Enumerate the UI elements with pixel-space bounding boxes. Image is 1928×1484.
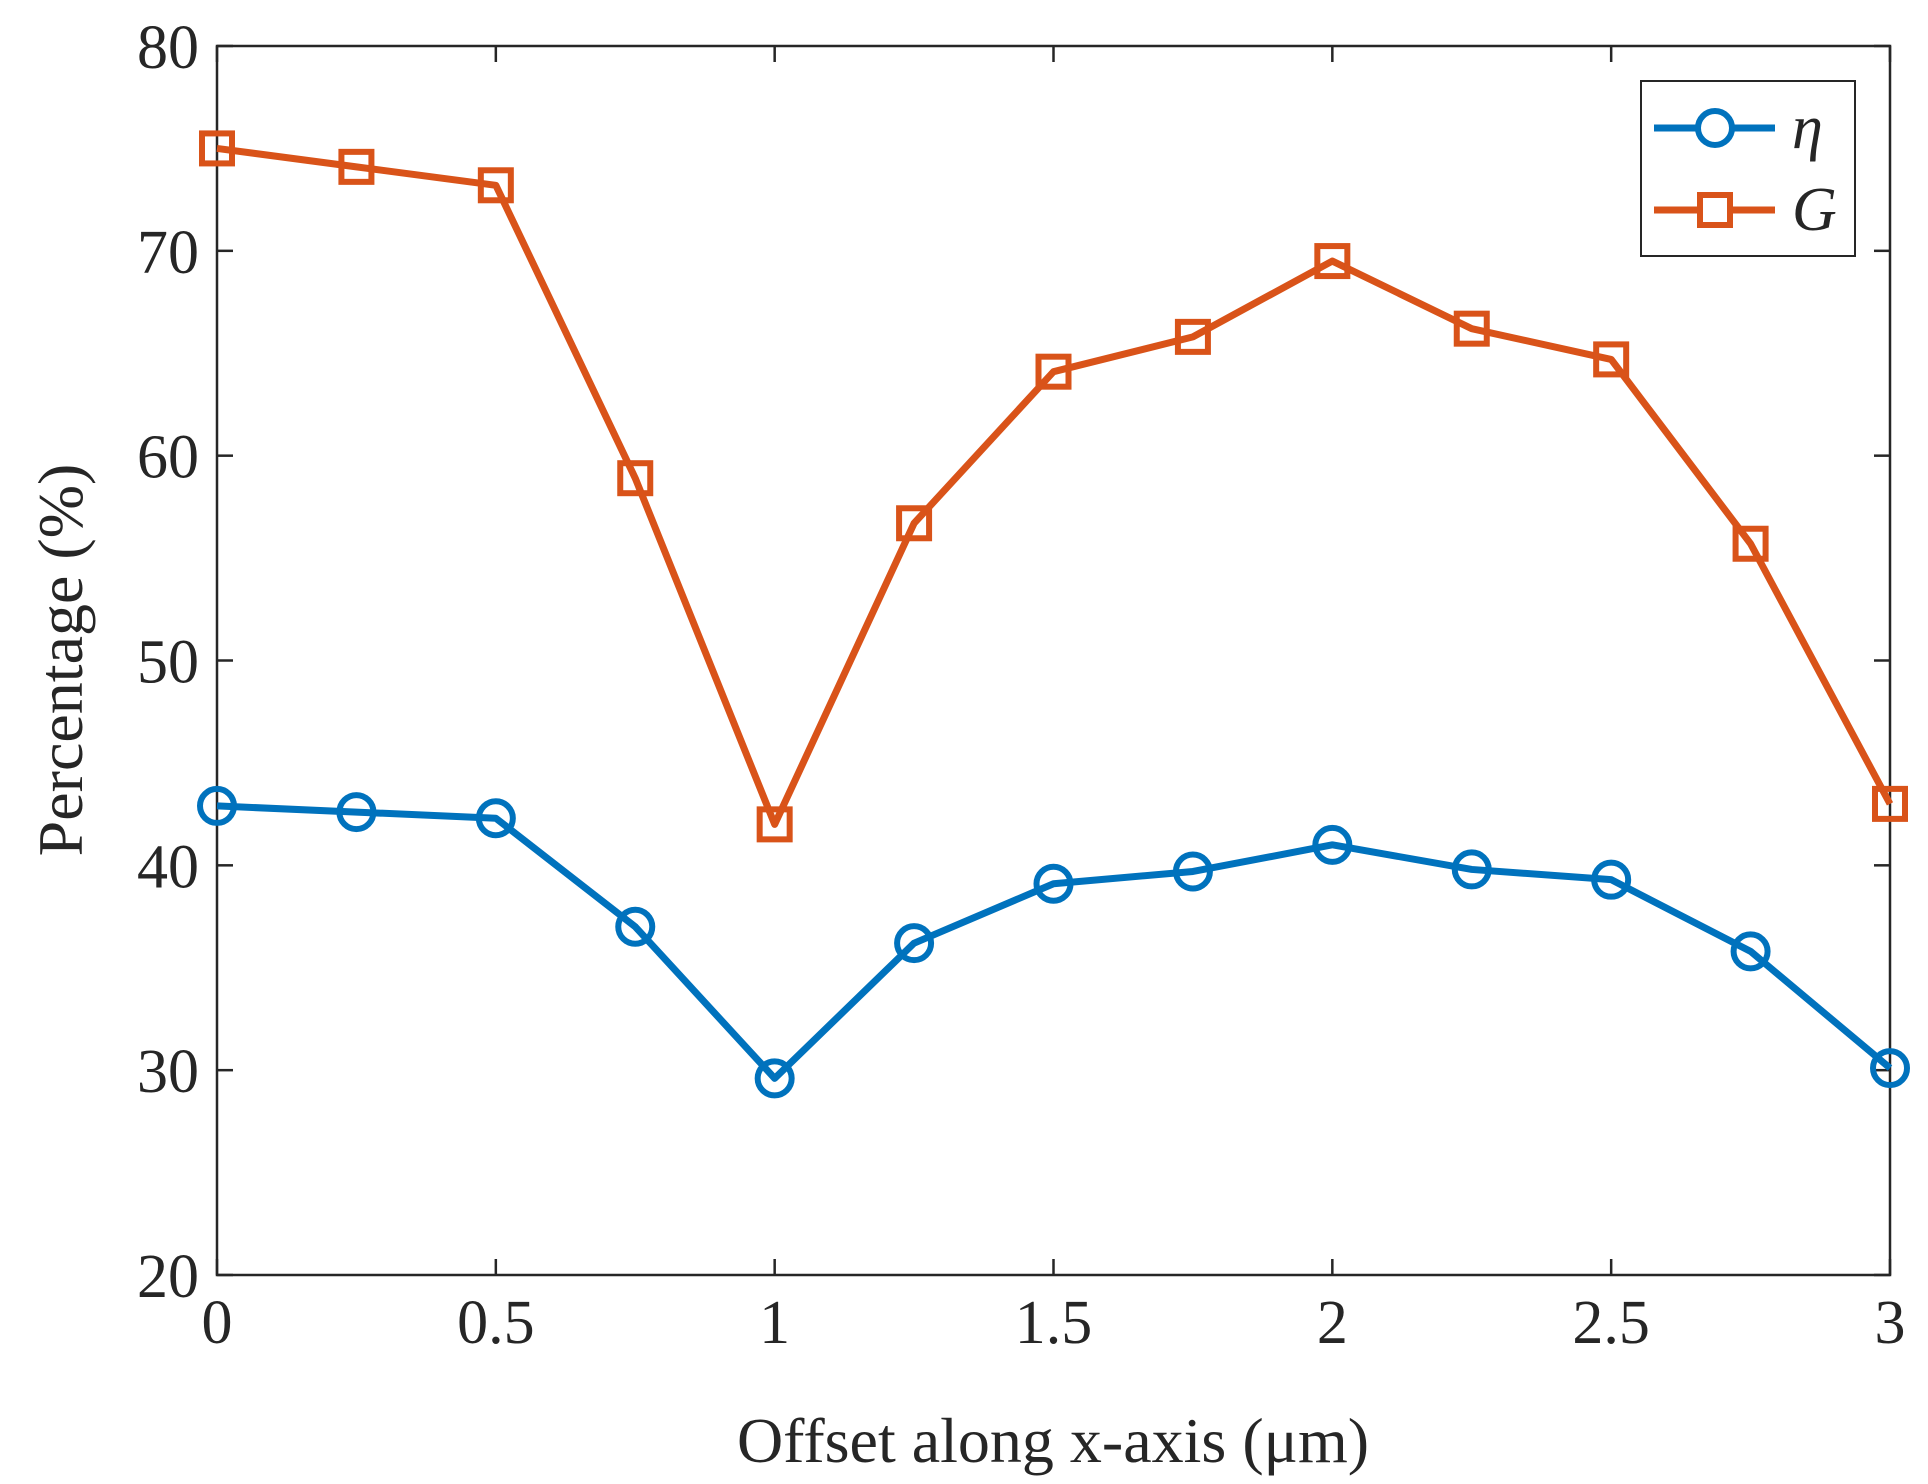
data-point-g bbox=[1314, 243, 1351, 280]
series-g bbox=[199, 130, 1908, 843]
x-tick-label: 0.5 bbox=[457, 1289, 535, 1357]
data-point-eta bbox=[336, 792, 377, 833]
data-point-g bbox=[199, 130, 235, 167]
x-tick-label: 1.5 bbox=[1015, 1289, 1093, 1357]
data-point-eta bbox=[1870, 1048, 1910, 1089]
data-point-eta bbox=[1033, 863, 1074, 904]
data-point-g bbox=[617, 460, 654, 497]
data-point-eta bbox=[1312, 824, 1353, 865]
data-point-g bbox=[1453, 310, 1490, 347]
x-tick-label: 2.5 bbox=[1572, 1289, 1650, 1357]
data-point-eta bbox=[1730, 931, 1771, 972]
y-tick-label: 70 bbox=[137, 219, 199, 287]
data-point-eta bbox=[1591, 859, 1632, 900]
data-point-g bbox=[338, 148, 375, 185]
series-line-g bbox=[216, 144, 1894, 828]
data-point-g bbox=[477, 167, 514, 204]
data-point-g bbox=[1872, 785, 1908, 822]
x-tick-label: 0 bbox=[202, 1289, 233, 1357]
data-point-eta bbox=[1172, 851, 1213, 892]
data-point-eta bbox=[475, 798, 516, 839]
plot-area bbox=[215, 44, 1892, 1277]
axis-ticks bbox=[215, 44, 1892, 1277]
y-tick-label: 30 bbox=[137, 1038, 199, 1106]
y-tick-label: 50 bbox=[137, 629, 199, 697]
x-axis-label: Offset along x-axis (μm) bbox=[737, 1405, 1369, 1476]
y-tick-label: 80 bbox=[137, 14, 199, 82]
data-point-g bbox=[756, 806, 793, 843]
data-point-eta bbox=[615, 906, 656, 947]
data-point-eta bbox=[894, 923, 935, 964]
legend-label-g: G bbox=[1792, 176, 1837, 244]
x-tick-label: 1 bbox=[759, 1289, 790, 1357]
legend-marker-g bbox=[1697, 192, 1733, 228]
y-tick-label: 20 bbox=[137, 1243, 199, 1311]
data-point-g bbox=[1732, 525, 1769, 562]
x-tick-label: 3 bbox=[1875, 1289, 1906, 1357]
legend-box bbox=[1640, 80, 1856, 257]
series-layer bbox=[197, 130, 1910, 1099]
y-tick-label: 40 bbox=[137, 833, 199, 901]
x-tick-label: 2 bbox=[1317, 1289, 1348, 1357]
y-tick-label: 60 bbox=[137, 424, 199, 492]
axis-tick-labels: 0 0.5 1 1.5 2 2.5 3 20 30 40 50 60 70 80 bbox=[137, 14, 1906, 1357]
data-point-eta bbox=[754, 1058, 795, 1099]
series-eta bbox=[197, 785, 1910, 1099]
y-axis-label: Percentage (%) bbox=[25, 464, 96, 857]
data-point-eta bbox=[1451, 849, 1492, 890]
data-point-g bbox=[1593, 341, 1630, 378]
data-point-g bbox=[1035, 353, 1072, 390]
legend-label-eta: η bbox=[1792, 94, 1823, 162]
data-point-g bbox=[896, 505, 933, 542]
legend: η G bbox=[1640, 80, 1856, 257]
legend-marker-eta bbox=[1695, 108, 1735, 148]
series-line-eta bbox=[216, 802, 1893, 1082]
data-point-eta bbox=[197, 785, 237, 826]
data-point-g bbox=[1174, 318, 1211, 355]
